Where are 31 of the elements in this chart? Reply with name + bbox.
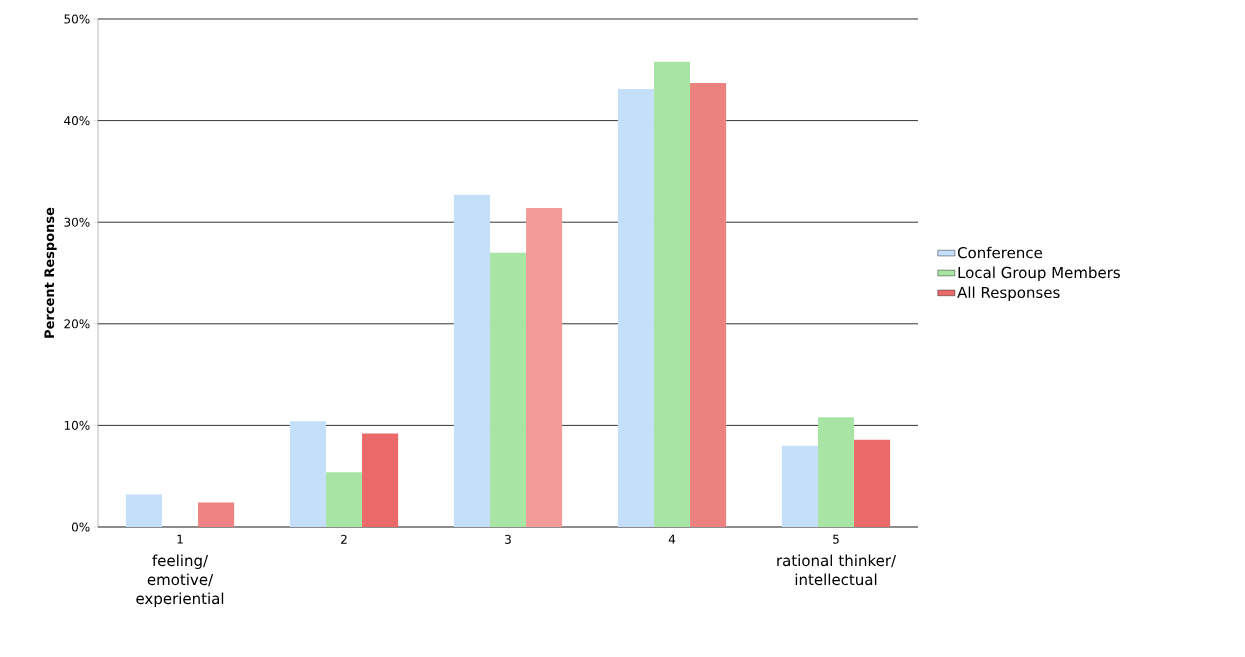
- y-tick-label: 0%: [71, 522, 90, 532]
- bar: [125, 494, 162, 527]
- x-tick-label: 1: [177, 534, 183, 544]
- bar: [653, 61, 691, 527]
- bar: [289, 421, 326, 527]
- legend-label: Conference: [957, 246, 1042, 259]
- y-axis-title: Percent Response: [44, 207, 57, 338]
- bar: [453, 194, 490, 527]
- bar: [781, 445, 818, 527]
- y-tick-label: 10%: [64, 420, 90, 430]
- bar: [690, 83, 727, 527]
- x-tick-label: 5: [833, 534, 839, 544]
- bar: [198, 502, 235, 527]
- y-tick-label: 20%: [64, 319, 90, 329]
- legend-label: All Responses: [957, 286, 1060, 301]
- x-tick-label: 3: [505, 534, 511, 544]
- bar: [854, 439, 891, 527]
- y-tick-label: 30%: [64, 217, 90, 227]
- bar: [489, 252, 527, 527]
- text: feeling/ emotive/ experiential: [136, 554, 224, 608]
- y-tick-label: 50%: [64, 14, 90, 24]
- bar: [325, 472, 363, 527]
- bar: [362, 433, 399, 527]
- text: rational thinker/ intellectual: [777, 554, 897, 586]
- bar: [817, 417, 855, 527]
- bar: [617, 89, 654, 527]
- x-tick-label: 4: [668, 534, 676, 544]
- x-tick-label: 2: [341, 534, 347, 544]
- bar: [526, 207, 563, 527]
- legend-label: Local Group Members: [958, 266, 1120, 282]
- y-tick-label: 40%: [64, 116, 90, 126]
